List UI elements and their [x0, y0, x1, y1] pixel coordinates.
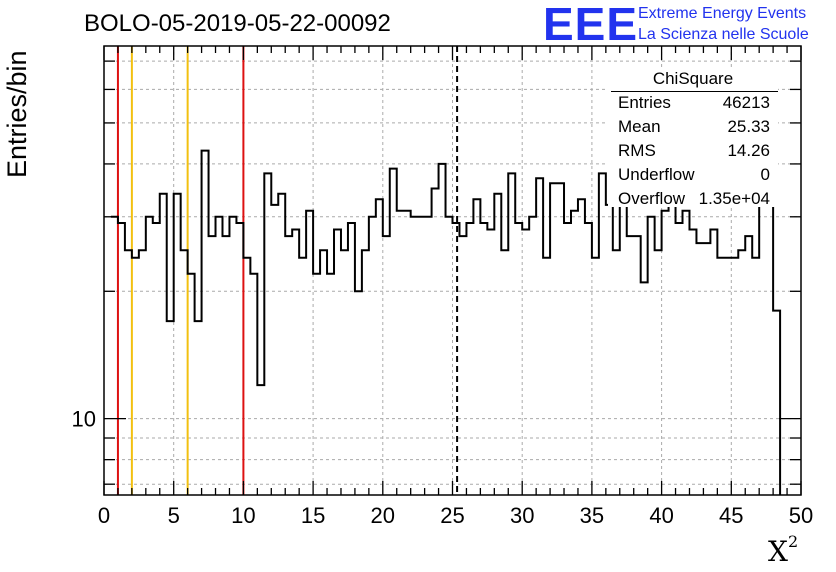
x-tick-label: 30 — [510, 503, 534, 528]
stats-key: Underflow — [618, 165, 695, 184]
x-tick-label: 10 — [231, 503, 255, 528]
chart-title: BOLO-05-2019-05-22-00092 — [84, 10, 391, 37]
stats-separator — [611, 91, 778, 92]
eee-logo: EEE Extreme Energy Events La Scienza nel… — [543, 0, 833, 50]
stats-key: RMS — [618, 141, 656, 160]
x-tick-label: 0 — [98, 503, 110, 528]
x-tick-label: 40 — [649, 503, 673, 528]
stats-key: Mean — [618, 117, 661, 136]
x-tick-label: 45 — [719, 503, 743, 528]
stats-row-rms: RMS 14.26 — [618, 141, 770, 165]
x-tick-labels: 0 5 10 15 20 25 30 35 40 45 50 — [98, 503, 813, 528]
stats-value: 46213 — [722, 93, 770, 112]
stats-row-underflow: Underflow 0 — [618, 165, 770, 189]
x-tick-label: 5 — [168, 503, 180, 528]
stats-key: Overflow — [618, 189, 686, 208]
stats-value: 25.33 — [727, 117, 770, 136]
stats-value: 0 — [760, 165, 770, 184]
x-tick-label: 35 — [580, 503, 604, 528]
stats-row-entries: Entries 46213 — [618, 93, 770, 117]
stats-key: Entries — [618, 93, 671, 112]
x-tick-label: 50 — [789, 503, 813, 528]
stats-value: 1.35e+04 — [698, 189, 770, 208]
reference-lines — [116, 46, 459, 495]
logo-line-1: Extreme Energy Events — [638, 5, 807, 22]
axis-ticks — [103, 46, 802, 495]
logo-line-2: La Scienza nelle Scuole — [638, 26, 809, 43]
y-axis-label: Entries/bin — [2, 50, 32, 178]
stats-row-mean: Mean 25.33 — [618, 117, 770, 141]
x-tick-label: 25 — [440, 503, 464, 528]
histogram-series — [110, 149, 782, 495]
y-tick-labels: 10 — [72, 407, 96, 432]
stats-title: ChiSquare — [652, 69, 734, 88]
x-axis-label: X2 — [768, 531, 799, 568]
y-tick-label: 10 — [72, 407, 96, 432]
stats-row-overflow: Overflow 1.35e+04 — [618, 189, 770, 213]
stats-value: 14.26 — [727, 141, 770, 160]
x-tick-label: 20 — [371, 503, 395, 528]
x-tick-label: 15 — [301, 503, 325, 528]
stats-box: ChiSquare Entries 46213 Mean 25.33 RMS 1… — [608, 67, 778, 208]
logo-mark: EEE — [543, 0, 639, 50]
